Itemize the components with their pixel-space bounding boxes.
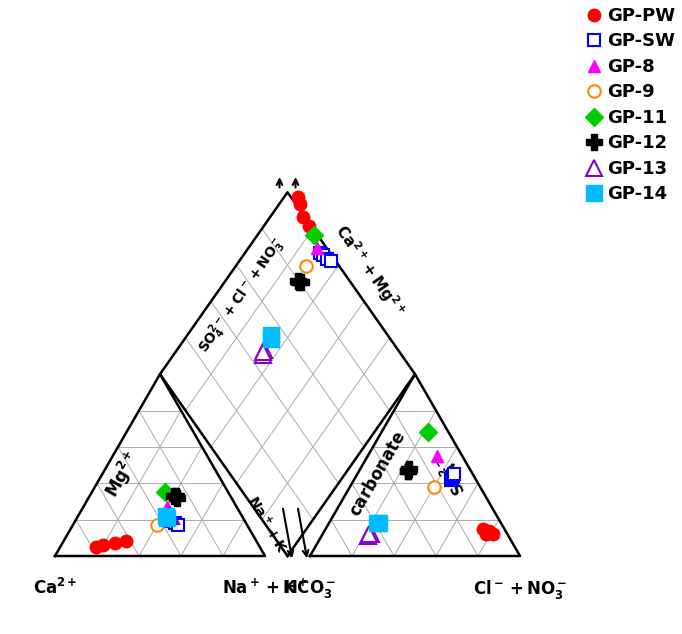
Text: $\mathbf{Ca^{2+}+Mg^{2+}}$: $\mathbf{Ca^{2+}+Mg^{2+}}$ [329,221,409,321]
Text: $\mathbf{carbonate}$: $\mathbf{carbonate}$ [346,428,410,520]
Text: $\mathbf{Mg^{2+}}$: $\mathbf{Mg^{2+}}$ [100,446,146,501]
Text: $\mathbf{Na^++K^+}$: $\mathbf{Na^++K^+}$ [222,578,308,597]
Text: $\mathbf{Na^++K^+}$: $\mathbf{Na^++K^+}$ [244,493,295,564]
Text: $\mathbf{SO_4^{2-}}$: $\mathbf{SO_4^{2-}}$ [431,450,473,499]
Text: $\mathbf{HCO_3^-}$: $\mathbf{HCO_3^-}$ [284,578,337,600]
Text: $\mathbf{Cl^-+NO_3^-}$: $\mathbf{Cl^-+NO_3^-}$ [473,578,567,601]
Legend: GP-PW, GP-SW, GP-8, GP-9, GP-11, GP-12, GP-13, GP-14: GP-PW, GP-SW, GP-8, GP-9, GP-11, GP-12, … [579,0,682,210]
Text: $\mathbf{SO_4^{2-}+Cl^-+NO_3^-}$: $\mathbf{SO_4^{2-}+Cl^-+NO_3^-}$ [193,233,291,358]
Text: $\mathbf{Ca^{2+}}$: $\mathbf{Ca^{2+}}$ [33,578,77,598]
